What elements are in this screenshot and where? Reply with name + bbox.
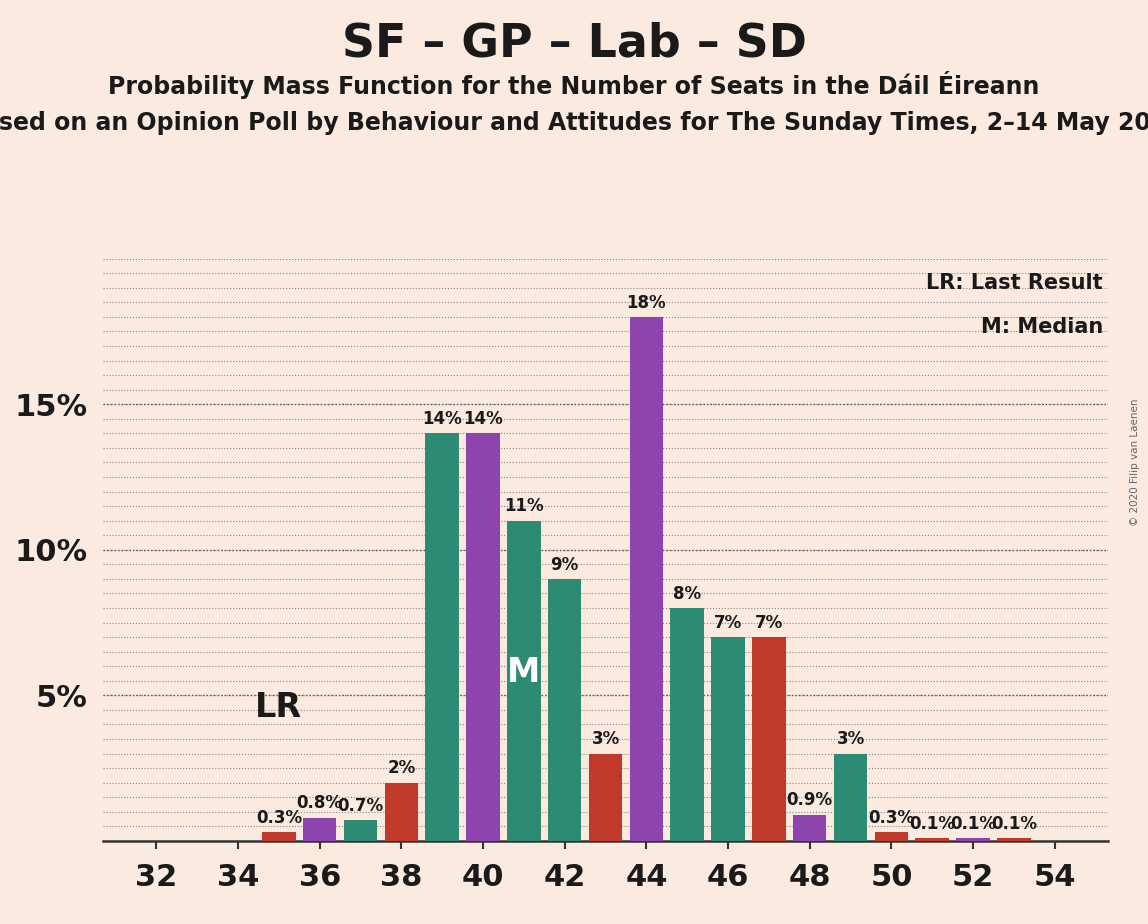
Bar (875, 833, 908, 841)
Text: Based on an Opinion Poll by Behaviour and Attitudes for The Sunday Times, 2–14 M: Based on an Opinion Poll by Behaviour an… (0, 111, 1148, 135)
Bar (670, 608, 704, 841)
Text: 18%: 18% (627, 294, 666, 311)
Bar (998, 838, 1031, 841)
Bar (629, 317, 664, 841)
Text: © 2020 Filip van Laenen: © 2020 Filip van Laenen (1130, 398, 1140, 526)
Bar (303, 818, 336, 841)
Text: 0.1%: 0.1% (951, 815, 996, 833)
Text: 0.1%: 0.1% (909, 815, 955, 833)
Bar (793, 815, 827, 841)
Text: 14%: 14% (422, 410, 463, 428)
Bar (548, 578, 582, 841)
Text: LR: Last Result: LR: Last Result (926, 274, 1103, 293)
Text: LR: LR (255, 691, 302, 724)
Bar (915, 838, 949, 841)
Text: 3%: 3% (837, 730, 864, 748)
Text: 0.7%: 0.7% (338, 797, 383, 815)
Text: 11%: 11% (504, 497, 544, 516)
Bar (833, 754, 867, 841)
Text: 0.9%: 0.9% (786, 791, 832, 809)
Text: 0.3%: 0.3% (868, 808, 915, 827)
Text: M: Median: M: Median (980, 317, 1103, 337)
Text: 3%: 3% (591, 730, 620, 748)
Bar (956, 838, 990, 841)
Text: M: M (507, 656, 541, 689)
Text: 0.8%: 0.8% (296, 795, 343, 812)
Text: 7%: 7% (754, 614, 783, 632)
Bar (712, 638, 745, 841)
Text: 8%: 8% (673, 585, 701, 602)
Text: 7%: 7% (714, 614, 743, 632)
Bar (385, 783, 418, 841)
Bar (262, 833, 296, 841)
Text: 9%: 9% (551, 555, 579, 574)
Text: 14%: 14% (463, 410, 503, 428)
Text: 0.3%: 0.3% (256, 808, 302, 827)
Bar (589, 754, 622, 841)
Text: SF – GP – Lab – SD: SF – GP – Lab – SD (342, 21, 806, 67)
Text: 2%: 2% (387, 760, 416, 777)
Text: 0.1%: 0.1% (991, 815, 1037, 833)
Text: Probability Mass Function for the Number of Seats in the Dáil Éireann: Probability Mass Function for the Number… (108, 71, 1040, 99)
Bar (752, 638, 785, 841)
Bar (426, 433, 459, 841)
Bar (507, 521, 541, 841)
Bar (344, 821, 378, 841)
Bar (466, 433, 499, 841)
